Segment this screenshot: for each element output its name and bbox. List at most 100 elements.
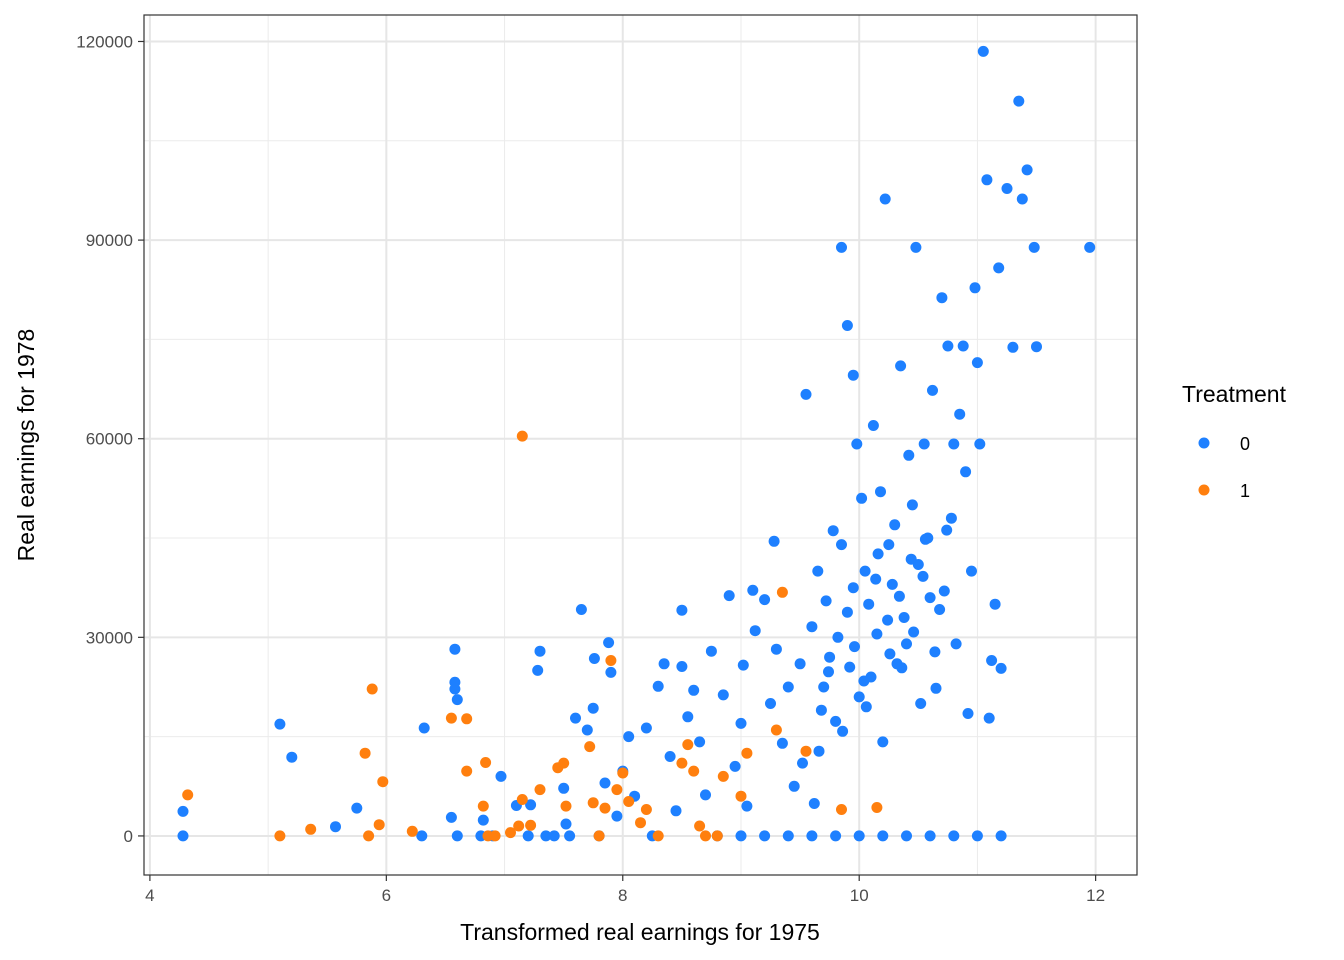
data-point-treatment-0 bbox=[986, 655, 998, 666]
y-tick-label: 30000 bbox=[86, 628, 133, 647]
data-point-treatment-1 bbox=[366, 683, 378, 695]
data-point-treatment-1 bbox=[682, 739, 694, 751]
data-point-treatment-0 bbox=[974, 438, 986, 450]
data-point-treatment-0 bbox=[1013, 95, 1025, 107]
data-point-treatment-0 bbox=[587, 702, 599, 714]
data-point-treatment-0 bbox=[532, 664, 544, 676]
data-point-treatment-0 bbox=[540, 830, 552, 842]
data-point-treatment-1 bbox=[489, 830, 501, 842]
data-point-treatment-0 bbox=[558, 782, 570, 794]
panel-background bbox=[144, 15, 1137, 875]
data-point-treatment-1 bbox=[836, 804, 847, 815]
data-point-treatment-0 bbox=[818, 681, 830, 693]
x-tick-label: 10 bbox=[850, 886, 869, 905]
data-point-treatment-0 bbox=[286, 751, 298, 763]
data-point-treatment-0 bbox=[1007, 341, 1019, 353]
data-point-treatment-0 bbox=[950, 638, 962, 650]
data-point-treatment-0 bbox=[901, 830, 912, 842]
data-point-treatment-0 bbox=[534, 645, 546, 657]
data-point-treatment-0 bbox=[836, 539, 847, 551]
data-point-treatment-0 bbox=[813, 745, 825, 757]
data-point-treatment-0 bbox=[824, 651, 836, 663]
data-point-treatment-0 bbox=[765, 698, 776, 709]
data-point-treatment-0 bbox=[605, 666, 617, 678]
panel-border bbox=[143, 14, 1138, 876]
data-point-treatment-0 bbox=[942, 340, 954, 352]
data-point-treatment-0 bbox=[867, 420, 879, 431]
data-point-treatment-0 bbox=[905, 553, 917, 565]
data-point-treatment-0 bbox=[351, 802, 363, 814]
data-point-treatment-0 bbox=[800, 388, 812, 400]
legend: Treatment 0 1 bbox=[1182, 381, 1287, 501]
data-point-treatment-1 bbox=[513, 820, 525, 832]
data-point-treatment-0 bbox=[929, 646, 941, 658]
data-point-treatment-0 bbox=[768, 535, 780, 547]
data-point-treatment-0 bbox=[981, 174, 993, 186]
data-point-treatment-0 bbox=[548, 830, 560, 842]
data-point-treatment-0 bbox=[977, 45, 989, 57]
x-tick-label: 6 bbox=[382, 886, 391, 905]
legend-label-0: 0 bbox=[1240, 434, 1250, 454]
minor-gridlines bbox=[144, 15, 1137, 875]
data-point-treatment-0 bbox=[782, 830, 794, 842]
data-point-treatment-0 bbox=[893, 590, 905, 602]
data-point-treatment-1 bbox=[377, 776, 389, 788]
data-point-treatment-0 bbox=[971, 830, 983, 842]
data-point-treatment-0 bbox=[688, 684, 700, 696]
data-point-treatment-0 bbox=[847, 369, 859, 381]
data-point-treatment-0 bbox=[564, 830, 576, 842]
data-point-treatment-0 bbox=[652, 680, 664, 692]
data-point-treatment-0 bbox=[886, 578, 898, 590]
y-tick-label: 0 bbox=[124, 827, 133, 846]
data-point-treatment-0 bbox=[871, 628, 883, 640]
data-point-treatment-0 bbox=[853, 691, 865, 703]
data-point-treatment-0 bbox=[917, 570, 929, 582]
data-point-treatment-0 bbox=[962, 708, 974, 719]
data-point-treatment-0 bbox=[797, 757, 808, 769]
data-point-treatment-0 bbox=[877, 830, 889, 842]
data-point-treatment-0 bbox=[477, 814, 489, 826]
data-point-treatment-0 bbox=[1031, 341, 1042, 353]
data-point-treatment-0 bbox=[682, 711, 694, 723]
data-point-treatment-0 bbox=[581, 724, 593, 736]
data-point-treatment-0 bbox=[823, 666, 834, 678]
data-point-treatment-1 bbox=[735, 790, 747, 802]
data-point-treatment-0 bbox=[599, 777, 611, 789]
data-point-treatment-0 bbox=[918, 438, 930, 450]
legend-title: Treatment bbox=[1182, 381, 1287, 407]
data-point-treatment-0 bbox=[915, 698, 927, 709]
data-point-treatment-0 bbox=[860, 701, 872, 713]
data-point-treatment-1 bbox=[717, 770, 729, 782]
y-axis-ticks: 0 30000 60000 90000 120000 bbox=[76, 32, 144, 846]
data-point-treatment-0 bbox=[770, 643, 782, 655]
data-point-treatment-0 bbox=[451, 694, 463, 706]
data-point-treatment-0 bbox=[995, 662, 1007, 674]
data-point-treatment-0 bbox=[889, 519, 901, 531]
data-point-treatment-1 bbox=[558, 757, 570, 769]
data-point-treatment-0 bbox=[806, 830, 818, 842]
data-point-treatment-0 bbox=[853, 830, 865, 842]
data-point-treatment-0 bbox=[815, 704, 827, 716]
data-point-treatment-0 bbox=[177, 830, 189, 842]
data-point-treatment-0 bbox=[882, 614, 894, 626]
data-point-treatment-1 bbox=[611, 784, 623, 796]
data-point-treatment-0 bbox=[603, 637, 615, 649]
data-point-treatment-0 bbox=[969, 282, 981, 294]
data-point-treatment-0 bbox=[966, 565, 977, 577]
data-point-treatment-0 bbox=[416, 830, 428, 842]
data-point-treatment-0 bbox=[664, 751, 676, 762]
data-point-treatment-0 bbox=[451, 830, 463, 842]
data-point-treatment-0 bbox=[934, 604, 946, 615]
data-point-treatment-1 bbox=[640, 804, 652, 815]
data-point-treatment-1 bbox=[599, 802, 611, 814]
data-point-treatment-1 bbox=[461, 765, 473, 777]
data-point-treatment-0 bbox=[735, 717, 747, 729]
data-point-treatment-0 bbox=[560, 818, 572, 830]
data-point-treatment-0 bbox=[930, 682, 942, 694]
data-point-treatment-1 bbox=[560, 800, 572, 812]
data-points bbox=[177, 45, 1096, 842]
data-point-treatment-1 bbox=[477, 800, 489, 812]
legend-label-1: 1 bbox=[1240, 481, 1250, 501]
data-point-treatment-1 bbox=[593, 830, 605, 842]
data-point-treatment-0 bbox=[705, 645, 717, 657]
